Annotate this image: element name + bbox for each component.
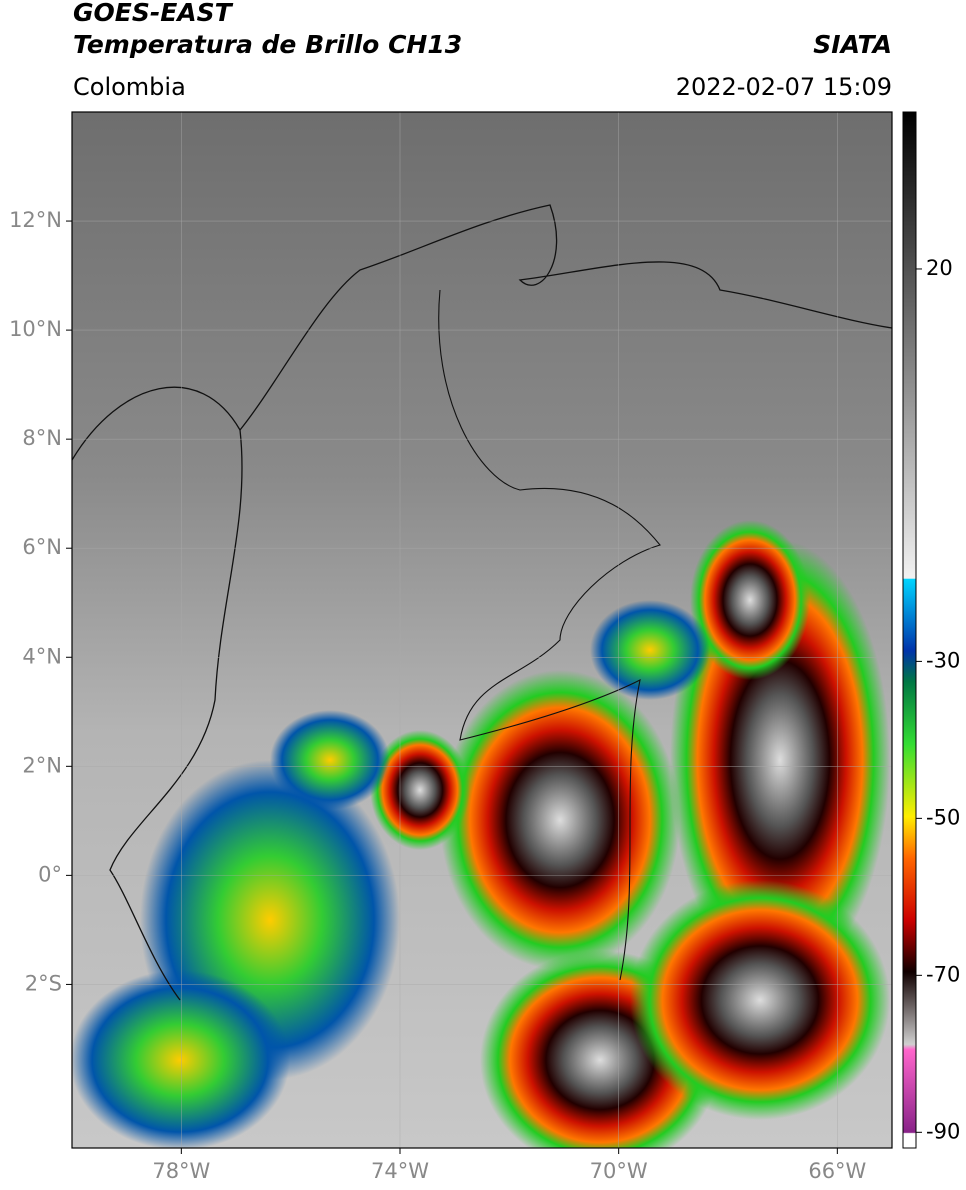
colorbar-tick-label: -50 (926, 805, 960, 829)
title: GOES-EAST (73, 0, 234, 27)
y-tick-label: 4°N (22, 644, 62, 668)
colorbar (902, 111, 917, 1149)
x-tick-label: 74°W (371, 1159, 429, 1183)
region: Colombia (73, 73, 186, 101)
satellite-image (72, 112, 892, 1148)
y-tick-label: 2°S (25, 971, 62, 995)
y-tick-label: 0° (38, 862, 62, 886)
colorbar-tick-label: -30 (926, 648, 960, 672)
colorbar-tick-label: 20 (926, 256, 953, 280)
y-tick-label: 12°N (9, 208, 62, 232)
x-tick-label: 70°W (590, 1159, 648, 1183)
y-tick-label: 10°N (9, 317, 62, 341)
x-tick-label: 78°W (152, 1159, 210, 1183)
y-tick-label: 8°N (22, 426, 62, 450)
y-tick-label: 6°N (22, 535, 62, 559)
source: SIATA (813, 30, 892, 59)
datetime: 2022-02-07 15:09 (676, 73, 892, 101)
x-tick-label: 66°W (808, 1159, 866, 1183)
subtitle: Temperatura de Brillo CH13 (73, 30, 462, 59)
colorbar-tick-label: -90 (926, 1119, 960, 1143)
colorbar-tick-label: -70 (926, 962, 960, 986)
y-tick-label: 2°N (22, 753, 62, 777)
map-frame (71, 111, 893, 1149)
